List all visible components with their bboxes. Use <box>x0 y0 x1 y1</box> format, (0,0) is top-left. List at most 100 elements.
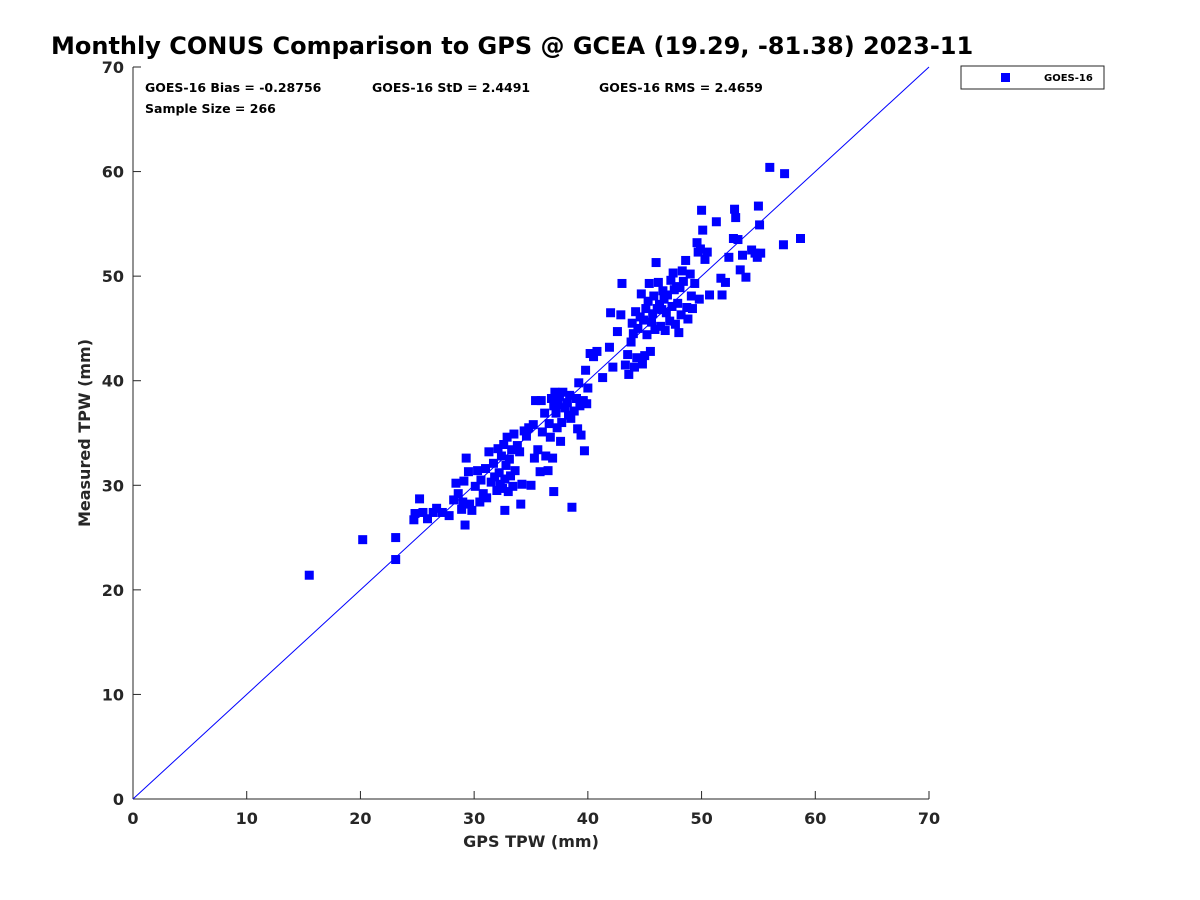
data-point <box>488 458 498 468</box>
y-tick-label: 20 <box>102 581 124 600</box>
data-point <box>423 514 433 524</box>
data-point <box>410 509 420 519</box>
data-point <box>667 301 677 311</box>
data-point <box>686 291 696 301</box>
data-point <box>651 258 661 268</box>
data-point <box>628 329 638 339</box>
data-point <box>640 351 650 361</box>
data-point <box>457 504 467 514</box>
data-point <box>519 426 529 436</box>
x-tick-label: 0 <box>127 809 138 828</box>
y-tick-label: 50 <box>102 267 124 286</box>
data-point <box>470 481 480 491</box>
data-point <box>467 505 477 515</box>
data-point <box>437 507 447 517</box>
data-point <box>536 396 546 406</box>
y-tick-label: 40 <box>102 372 124 391</box>
data-point <box>716 273 726 283</box>
data-point <box>623 350 633 360</box>
data-point <box>697 205 707 215</box>
data-point <box>567 502 577 512</box>
data-point <box>685 269 695 279</box>
data-point <box>521 431 531 441</box>
data-point <box>543 466 553 476</box>
data-point <box>617 278 627 288</box>
y-tick-label: 60 <box>102 163 124 182</box>
legend-label: GOES-16 <box>1044 73 1093 84</box>
data-point <box>639 315 649 325</box>
data-point <box>516 499 526 509</box>
data-point <box>702 247 712 257</box>
data-point <box>501 460 511 470</box>
data-point <box>459 476 469 486</box>
data-point <box>533 445 543 455</box>
data-point <box>575 401 585 411</box>
data-point <box>391 555 401 565</box>
data-point <box>460 520 470 530</box>
data-point <box>717 290 727 300</box>
data-point <box>499 440 509 450</box>
data-point <box>551 408 561 418</box>
data-point <box>604 342 614 352</box>
data-point <box>711 217 721 227</box>
data-point <box>678 276 688 286</box>
data-point <box>500 474 510 484</box>
data-point <box>738 250 748 260</box>
data-point <box>780 169 790 179</box>
data-point <box>556 436 566 446</box>
data-point <box>550 387 560 397</box>
data-point <box>695 244 705 254</box>
data-point <box>705 290 715 300</box>
data-point <box>728 233 738 243</box>
data-point <box>656 321 666 331</box>
data-point <box>569 406 579 416</box>
stats-annotations: GOES-16 Bias = -0.28756 GOES-16 StD = 2.… <box>145 80 763 116</box>
data-point <box>731 213 741 223</box>
data-point <box>482 493 492 503</box>
data-point <box>461 453 471 463</box>
x-tick-label: 70 <box>918 809 940 828</box>
data-point <box>504 454 514 464</box>
data-point <box>562 398 572 408</box>
bias-stat: GOES-16 Bias = -0.28756 <box>145 80 322 95</box>
data-point <box>778 240 788 250</box>
data-point <box>503 487 513 497</box>
data-point <box>796 233 806 243</box>
data-point <box>582 399 592 409</box>
x-axis-ticks: 0 10 20 30 40 50 60 70 <box>127 791 940 828</box>
data-point <box>549 487 559 497</box>
data-point <box>566 413 576 423</box>
data-point <box>676 310 686 320</box>
data-point <box>535 467 545 477</box>
data-point <box>650 324 660 334</box>
data-point <box>675 283 685 293</box>
data-point <box>658 286 668 296</box>
data-point <box>642 330 652 340</box>
data-point <box>560 403 570 413</box>
data-point <box>476 475 486 485</box>
data-point <box>755 220 765 230</box>
data-point <box>579 446 589 456</box>
data-point <box>391 533 401 543</box>
data-point <box>508 481 518 491</box>
data-point <box>730 204 740 214</box>
x-tick-label: 30 <box>463 809 485 828</box>
data-point <box>494 468 504 478</box>
data-point <box>598 373 608 383</box>
data-point <box>565 390 575 400</box>
data-point <box>674 328 684 338</box>
data-point <box>506 471 516 481</box>
data-point <box>557 418 567 428</box>
data-point <box>620 360 630 370</box>
data-point <box>645 346 655 356</box>
data-point <box>546 393 556 403</box>
data-point <box>649 291 659 301</box>
data-point <box>681 255 691 265</box>
data-point <box>682 303 692 313</box>
data-point <box>626 337 636 347</box>
data-point <box>665 316 675 326</box>
data-point <box>687 304 697 314</box>
data-point <box>444 511 454 521</box>
chart-title: Monthly CONUS Comparison to GPS @ GCEA (… <box>51 32 973 60</box>
